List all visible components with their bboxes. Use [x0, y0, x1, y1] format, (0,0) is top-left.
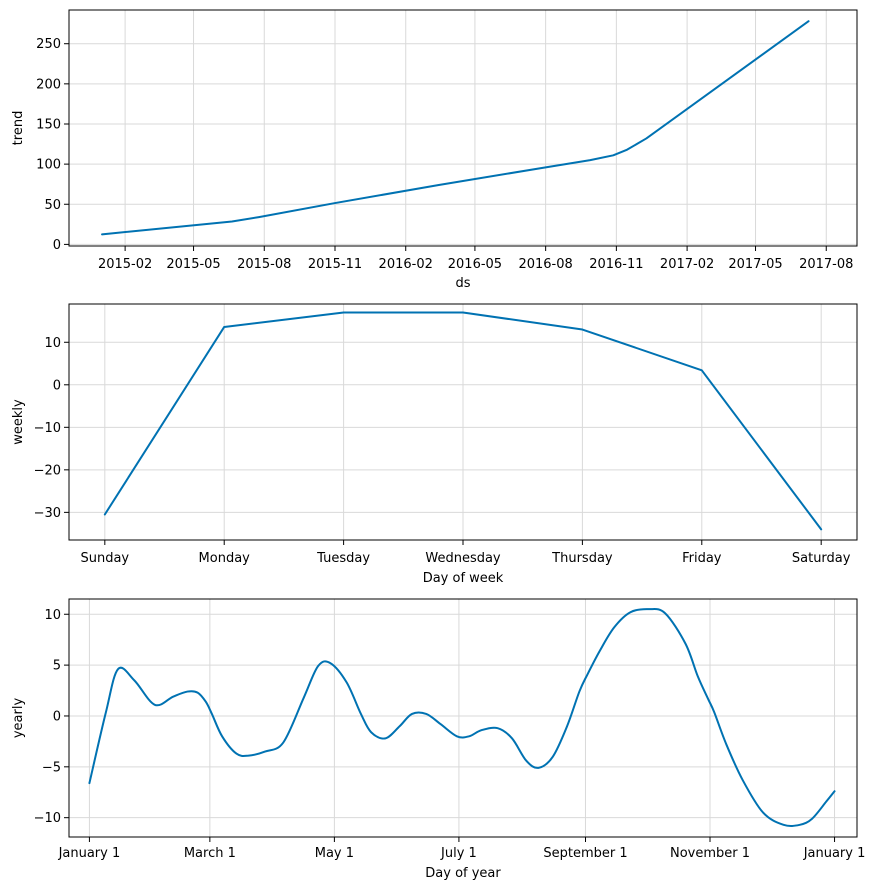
- yearly-x-tick-label: May 1: [315, 846, 354, 861]
- yearly-y-tick-label: 10: [44, 608, 61, 623]
- weekly-x-tick-label: Tuesday: [316, 551, 370, 566]
- weekly-x-tick-label: Sunday: [80, 551, 129, 566]
- trend-x-tick-label: 2017-02: [660, 257, 714, 272]
- trend-y-tick-label: 0: [53, 238, 61, 253]
- trend-y-tick-label: 200: [36, 77, 61, 92]
- trend-series-line: [101, 20, 810, 236]
- weekly-x-axis-label: Day of week: [423, 571, 504, 586]
- trend-y-tick-label: 150: [36, 117, 61, 132]
- yearly-y-axis-label: yearly: [11, 698, 26, 739]
- yearly-series-line: [88, 608, 836, 827]
- yearly-x-tick-label: July 1: [440, 846, 477, 861]
- trend-x-tick-label: 2017-05: [728, 257, 782, 272]
- yearly-y-tick-label: 5: [53, 659, 61, 674]
- weekly-y-tick-label: −10: [34, 421, 61, 436]
- trend-x-tick-label: 2016-05: [448, 257, 502, 272]
- weekly-x-tick-label: Friday: [682, 551, 722, 566]
- trend-y-tick-label: 250: [36, 37, 61, 52]
- weekly-y-tick-label: 0: [53, 378, 61, 393]
- trend-y-tick-label: 50: [44, 198, 61, 213]
- yearly-x-tick-label: January 1: [58, 846, 121, 861]
- weekly-y-axis-label: weekly: [11, 399, 26, 445]
- weekly-series-line: [103, 311, 823, 531]
- weekly-x-tick-label: Saturday: [792, 551, 851, 566]
- yearly-x-tick-label: September 1: [543, 846, 627, 861]
- weekly-y-tick-label: −20: [34, 463, 61, 478]
- trend-x-tick-label: 2017-08: [799, 257, 853, 272]
- panel-trend: 2015-02 2015-05 2015-08 2015-11 2016-02 2016-…: [11, 9, 858, 291]
- yearly-y-tick-label: −10: [34, 811, 61, 826]
- trend-y-tick-label: 100: [36, 158, 61, 173]
- yearly-x-tick-label: March 1: [184, 846, 236, 861]
- trend-y-axis-label: trend: [11, 111, 26, 146]
- yearly-x-tick-label: November 1: [670, 846, 750, 861]
- weekly-x-tick-label: Wednesday: [425, 551, 501, 566]
- yearly-y-tick-label: 0: [53, 709, 61, 724]
- yearly-x-axis-label: Day of year: [425, 866, 501, 881]
- trend-x-tick-label: 2015-11: [308, 257, 362, 272]
- yearly-axes-frame: [68, 598, 858, 838]
- yearly-y-tick-label: −5: [42, 760, 61, 775]
- weekly-x-tick-label: Monday: [199, 551, 251, 566]
- yearly-x-tick-label: January 1: [803, 846, 866, 861]
- weekly-y-tick-label: −30: [34, 506, 61, 521]
- trend-x-tick-label: 2015-08: [237, 257, 291, 272]
- panel-yearly: January 1 March 1 May 1 July 1 September 1 No…: [11, 598, 866, 881]
- trend-x-tick-label: 2016-11: [589, 257, 643, 272]
- panel-weekly: Sunday Monday Tuesday Wednesday Thursday Frid…: [11, 303, 858, 586]
- weekly-y-tick-label: 10: [44, 336, 61, 351]
- trend-x-axis-label: ds: [455, 276, 470, 291]
- trend-x-tick-label: 2015-05: [166, 257, 220, 272]
- trend-x-tick-label: 2016-08: [518, 257, 572, 272]
- trend-axes-frame: [68, 9, 858, 247]
- weekly-x-tick-label: Thursday: [551, 551, 613, 566]
- trend-x-tick-label: 2015-02: [98, 257, 152, 272]
- trend-x-tick-label: 2016-02: [379, 257, 433, 272]
